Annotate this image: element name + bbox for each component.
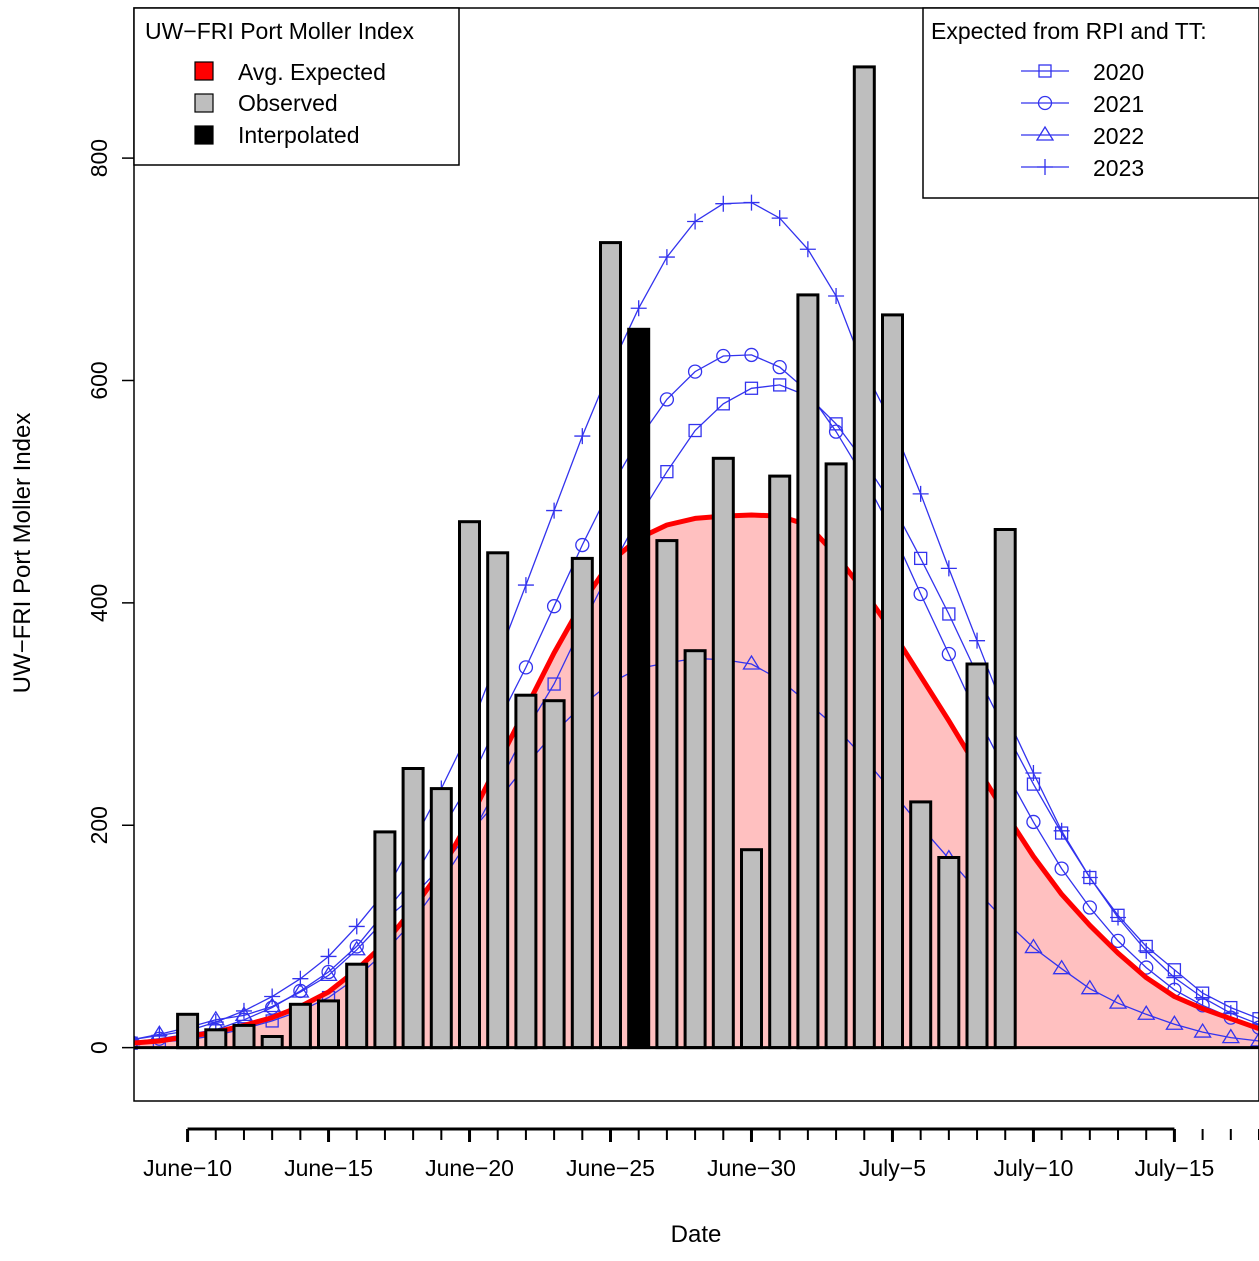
observed-bar	[995, 530, 1015, 1048]
legend-right: Expected from RPI and TT: 2020 2021 2022…	[923, 8, 1259, 198]
observed-bar	[431, 789, 451, 1048]
plot-layer	[123, 67, 1259, 1049]
observed-bar	[657, 541, 677, 1048]
observed-bar	[488, 553, 508, 1048]
y-tick-label: 600	[86, 361, 112, 399]
legend-label-interpolated: Interpolated	[238, 122, 359, 148]
observed-bar	[854, 67, 874, 1048]
legend-swatch-interpolated	[195, 126, 213, 144]
marker-2023-point	[292, 971, 308, 987]
y-tick-label: 0	[86, 1041, 112, 1054]
y-tick-label: 200	[86, 806, 112, 844]
observed-bar	[967, 664, 987, 1048]
marker-2023-point	[743, 195, 759, 211]
legend-left: UW−FRI Port Moller Index Avg. Expected O…	[134, 8, 459, 165]
observed-bar	[516, 695, 536, 1047]
x-tick-label: June−15	[284, 1155, 373, 1181]
observed-bar	[826, 464, 846, 1048]
legend-label-2022: 2022	[1093, 123, 1144, 149]
x-tick-label: July−15	[1134, 1155, 1214, 1181]
observed-bar	[290, 1004, 310, 1047]
observed-bar	[939, 858, 959, 1048]
observed-bar	[234, 1025, 254, 1047]
x-tick-label: June−25	[566, 1155, 655, 1181]
legend-label-2021: 2021	[1093, 91, 1144, 117]
x-tick-label: June−30	[707, 1155, 796, 1181]
legend-left-title: UW−FRI Port Moller Index	[145, 18, 415, 44]
observed-bar	[713, 458, 733, 1047]
y-tick-label: 800	[86, 139, 112, 177]
legend-swatch-observed	[195, 94, 213, 112]
y-axis-title: UW−FRI Port Moller Index	[9, 413, 36, 694]
observed-bar	[347, 964, 367, 1047]
observed-bar	[544, 701, 564, 1048]
marker-2023-point	[659, 249, 675, 265]
observed-bar	[883, 315, 903, 1048]
observed-bar	[798, 295, 818, 1048]
x-tick-label: July−10	[993, 1155, 1073, 1181]
marker-2023-point	[828, 288, 844, 304]
observed-bar	[742, 850, 762, 1048]
legend-label-observed: Observed	[238, 90, 338, 116]
y-tick-label: 400	[86, 584, 112, 622]
x-tick-label: June−20	[425, 1155, 514, 1181]
observed-bar	[601, 243, 621, 1048]
observed-bar	[403, 769, 423, 1048]
observed-bar	[770, 476, 790, 1048]
x-tick-label: July−5	[859, 1155, 926, 1181]
marker-2023-point	[969, 633, 985, 649]
marker-2023-point	[941, 560, 957, 576]
marker-2023-point	[264, 988, 280, 1004]
observed-bar	[262, 1037, 282, 1048]
observed-bar	[178, 1014, 198, 1047]
marker-2023-point	[913, 486, 929, 502]
observed-bar	[319, 1001, 339, 1048]
observed-bar	[460, 522, 480, 1048]
legend-right-title: Expected from RPI and TT:	[931, 18, 1207, 44]
legend-label-2023: 2023	[1093, 155, 1144, 181]
observed-bar	[685, 651, 705, 1048]
x-tick-label: June−10	[143, 1155, 232, 1181]
observed-bar	[375, 832, 395, 1048]
observed-bar	[206, 1030, 226, 1048]
x-axis-title: Date	[671, 1221, 722, 1248]
interpolated-bar	[629, 329, 649, 1047]
marker-2023-point	[518, 577, 534, 593]
marker-2023-point	[715, 196, 731, 212]
marker-2023-point	[574, 428, 590, 444]
observed-bar	[911, 802, 931, 1048]
legend-swatch-avg-expected	[195, 62, 213, 80]
legend-label-avg-expected: Avg. Expected	[238, 59, 386, 85]
marker-2023-point	[546, 503, 562, 519]
marker-2023-point	[631, 300, 647, 316]
legend-label-2020: 2020	[1093, 59, 1144, 85]
observed-bar	[572, 558, 592, 1047]
marker-2023-point	[687, 213, 703, 229]
